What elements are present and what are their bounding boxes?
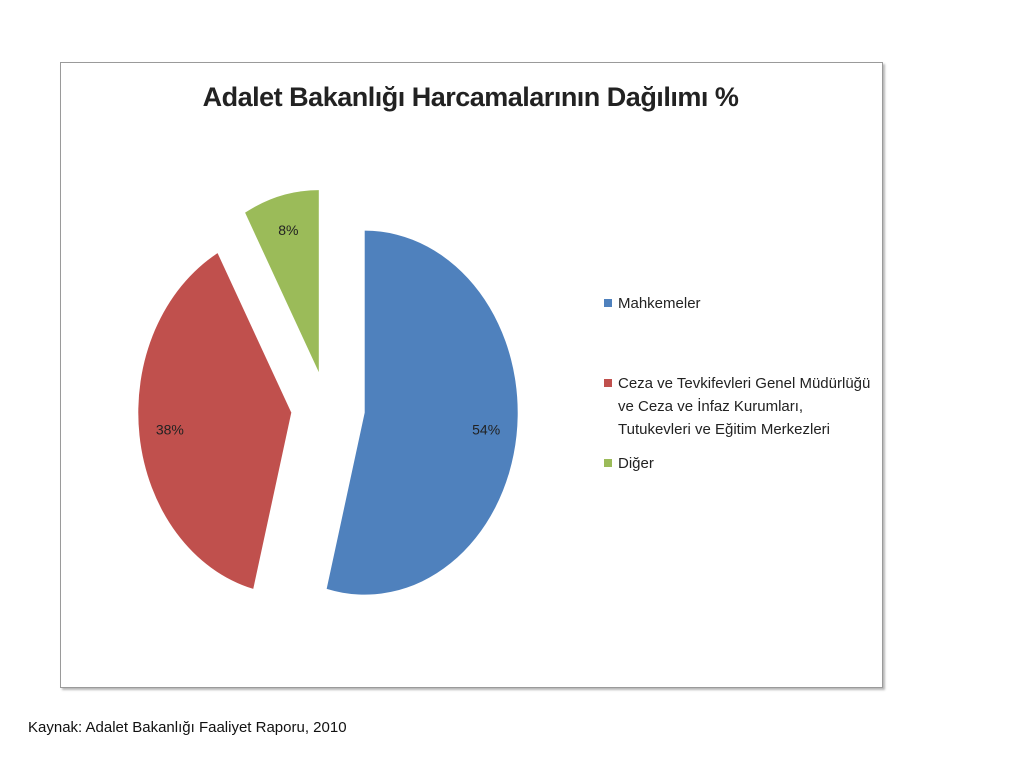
- data-label: 38%: [156, 422, 184, 438]
- data-label: 8%: [278, 222, 298, 238]
- legend-label: Ceza ve Tevkifevleri Genel Müdürlüğü ve …: [618, 375, 871, 438]
- legend-entry: Ceza ve Tevkifevleri Genel Müdürlüğü ve …: [604, 372, 874, 441]
- legend-label: Diğer: [618, 455, 654, 472]
- legend-swatch: [604, 299, 612, 307]
- data-label: 54%: [472, 422, 500, 438]
- legend-entry: Mahkemeler: [604, 292, 874, 315]
- pie-slice: [138, 253, 292, 589]
- legend-swatch: [604, 459, 612, 467]
- source-note: Kaynak: Adalet Bakanlığı Faaliyet Raporu…: [28, 719, 347, 736]
- legend-swatch: [604, 379, 612, 387]
- chart-title: Adalet Bakanlığı Harcamalarının Dağılımı…: [202, 82, 739, 112]
- pie-slice: [245, 190, 319, 373]
- pie-slice: [326, 230, 518, 595]
- legend-entry: Diğer: [604, 452, 874, 475]
- legend-label: Mahkemeler: [618, 295, 701, 312]
